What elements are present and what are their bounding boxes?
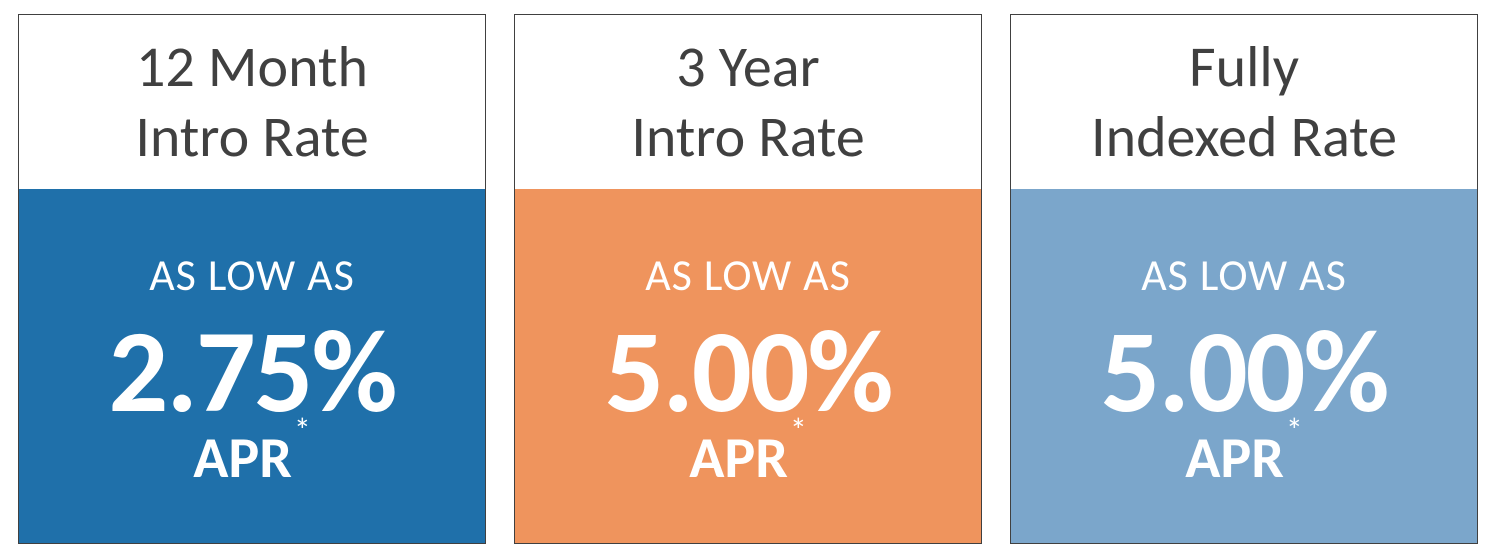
- card-title-line1: Fully: [1189, 32, 1299, 102]
- as-low-as-label: AS LOW AS: [149, 248, 355, 302]
- rate-value: 2.75%: [109, 312, 396, 430]
- card-title-line2: Intro Rate: [135, 102, 368, 172]
- card-title-line1: 3 Year: [676, 32, 819, 102]
- as-low-as-label: AS LOW AS: [645, 248, 851, 302]
- apr-text: APR: [689, 422, 788, 493]
- rate-card-fully-indexed: Fully Indexed Rate AS LOW AS 5.00% APR*: [1010, 14, 1478, 544]
- rate-value: 5.00%: [605, 312, 892, 430]
- apr-label: APR*: [689, 422, 807, 493]
- rate-card-3-year: 3 Year Intro Rate AS LOW AS 5.00% APR*: [514, 14, 982, 544]
- asterisk-icon: *: [1286, 411, 1303, 452]
- card-title-line2: Intro Rate: [631, 102, 864, 172]
- apr-text: APR: [193, 422, 292, 493]
- card-title-line2: Indexed Rate: [1091, 102, 1397, 172]
- card-body: AS LOW AS 2.75% APR*: [19, 189, 485, 543]
- card-header: Fully Indexed Rate: [1011, 15, 1477, 189]
- apr-label: APR*: [1185, 422, 1303, 493]
- apr-text: APR: [1185, 422, 1284, 493]
- rate-value: 5.00%: [1101, 312, 1388, 430]
- rate-card-12-month: 12 Month Intro Rate AS LOW AS 2.75% APR*: [18, 14, 486, 544]
- asterisk-icon: *: [294, 411, 311, 452]
- card-body: AS LOW AS 5.00% APR*: [1011, 189, 1477, 543]
- apr-label: APR*: [193, 422, 311, 493]
- asterisk-icon: *: [790, 411, 807, 452]
- card-header: 3 Year Intro Rate: [515, 15, 981, 189]
- as-low-as-label: AS LOW AS: [1141, 248, 1347, 302]
- card-body: AS LOW AS 5.00% APR*: [515, 189, 981, 543]
- card-title-line1: 12 Month: [136, 32, 368, 102]
- card-header: 12 Month Intro Rate: [19, 15, 485, 189]
